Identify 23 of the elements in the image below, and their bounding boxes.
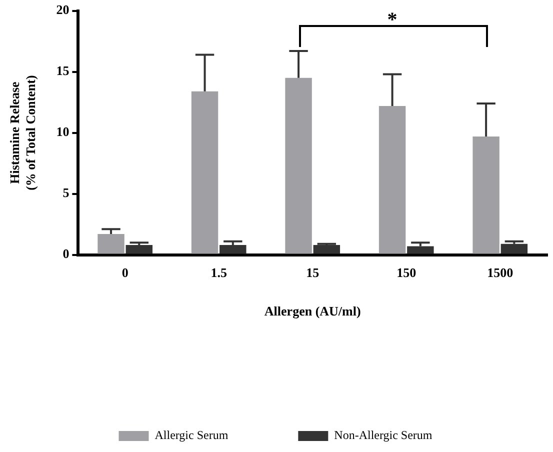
- y-tick-label: 15: [56, 63, 70, 78]
- bar: [191, 91, 218, 254]
- bar: [500, 244, 528, 254]
- bar: [313, 245, 340, 254]
- bar: [285, 78, 312, 254]
- bar: [98, 234, 124, 254]
- x-tick-label: 1.5: [210, 264, 228, 280]
- x-tick-label: 1500: [487, 264, 514, 280]
- legend-label: Non-Allergic Serum: [334, 428, 433, 442]
- bar: [126, 245, 153, 254]
- x-tick-label: 0: [122, 264, 128, 280]
- y-axis-title: Histamine Release (% of Total Content): [7, 75, 38, 190]
- bar: [472, 136, 500, 254]
- x-tick-label: 15: [306, 264, 320, 280]
- y-tick-label: 5: [62, 185, 70, 200]
- bar: [378, 106, 406, 254]
- y-tick-label: 20: [56, 2, 70, 18]
- x-tick-label: 150: [396, 264, 416, 280]
- y-tick-label: 10: [56, 124, 70, 140]
- y-tick-label: 0: [62, 246, 70, 262]
- legend-label: Allergic Serum: [154, 428, 229, 442]
- x-axis-title: Allergen (AU/ml): [264, 304, 361, 319]
- annotation: *: [387, 8, 398, 31]
